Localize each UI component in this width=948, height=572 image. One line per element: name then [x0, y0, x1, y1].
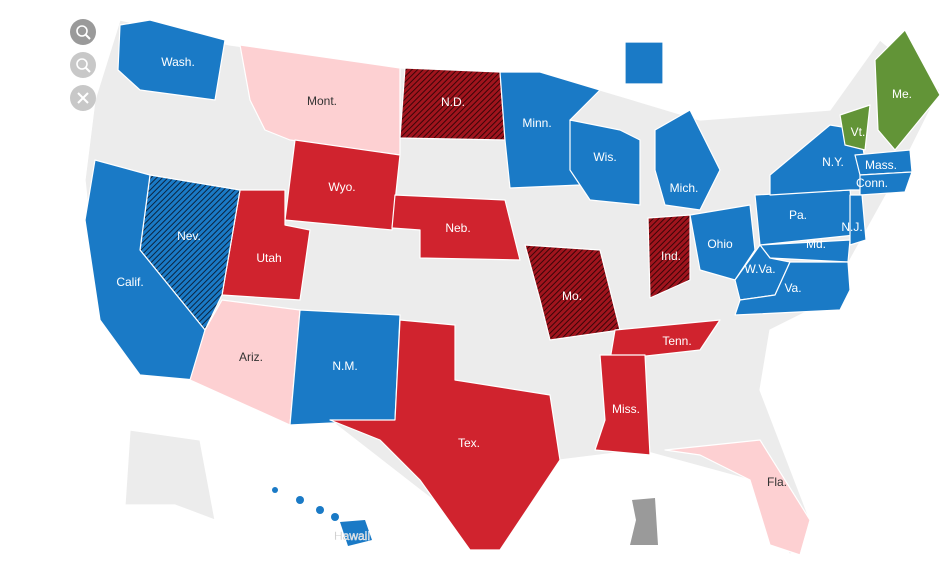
state-label: Conn.: [856, 176, 888, 190]
state-label: Pa.: [789, 208, 807, 222]
zoom-in-button[interactable]: [70, 19, 96, 45]
reset-button[interactable]: [70, 85, 96, 111]
state-wisconsin: [569, 119, 641, 206]
state-tennessee: [609, 319, 721, 361]
mississippi-inset: [630, 498, 658, 545]
state-label: Ohio: [707, 237, 733, 251]
alaska: [124, 429, 216, 521]
inset-label: Hawaii: [334, 529, 370, 543]
state-nebraska: [391, 194, 521, 261]
state-label: Ariz.: [239, 350, 263, 364]
state-wyoming: [284, 139, 401, 231]
state-indiana: [647, 214, 691, 299]
state-new-jersey: [849, 194, 867, 246]
state-label: Mass.: [865, 158, 897, 172]
hawaii: [272, 487, 372, 546]
state-label: Fla.: [767, 475, 787, 489]
state-texas: [329, 319, 561, 551]
state-virginia: [734, 261, 851, 316]
zoom-out-button[interactable]: [70, 52, 96, 78]
state-label: Vt.: [851, 125, 866, 139]
state-label: Calif.: [116, 275, 143, 289]
state-missouri: [524, 244, 621, 341]
state-label: Tex.: [458, 436, 480, 450]
state-michigan: [654, 109, 721, 211]
state-label: Miss.: [612, 402, 640, 416]
state-maine: [874, 29, 941, 151]
state-label: Tenn.: [662, 334, 691, 348]
state-label: Mo.: [562, 289, 582, 303]
state-label: N.M.: [332, 359, 357, 373]
state-label: N.Y.: [822, 155, 844, 169]
state-label: Nev.: [177, 229, 201, 243]
state-label: Wash.: [161, 55, 195, 69]
state-label: Md.: [806, 237, 826, 251]
state-florida: [664, 439, 811, 556]
state-montana: [239, 44, 401, 156]
state-label: Mont.: [307, 94, 337, 108]
state-mississippi: [594, 354, 651, 456]
state-label: N.D.: [441, 95, 465, 109]
state-label: Minn.: [522, 116, 551, 130]
state-label: Va.: [784, 281, 801, 295]
state-label: N.J.: [841, 220, 862, 234]
state-connecticut: [859, 171, 913, 196]
state-label: Wyo.: [328, 180, 355, 194]
state-label: Wis.: [593, 150, 616, 164]
state-minnesota-inset: [624, 41, 664, 85]
state-label: Me.: [892, 87, 912, 101]
state-label: W.Va.: [744, 262, 775, 276]
state-washington: [117, 19, 226, 101]
state-label: Ind.: [661, 249, 681, 263]
state-label: Utah: [256, 251, 281, 265]
state-label: Mich.: [670, 181, 699, 195]
state-label: Neb.: [445, 221, 470, 235]
state-vermont: [839, 104, 871, 151]
